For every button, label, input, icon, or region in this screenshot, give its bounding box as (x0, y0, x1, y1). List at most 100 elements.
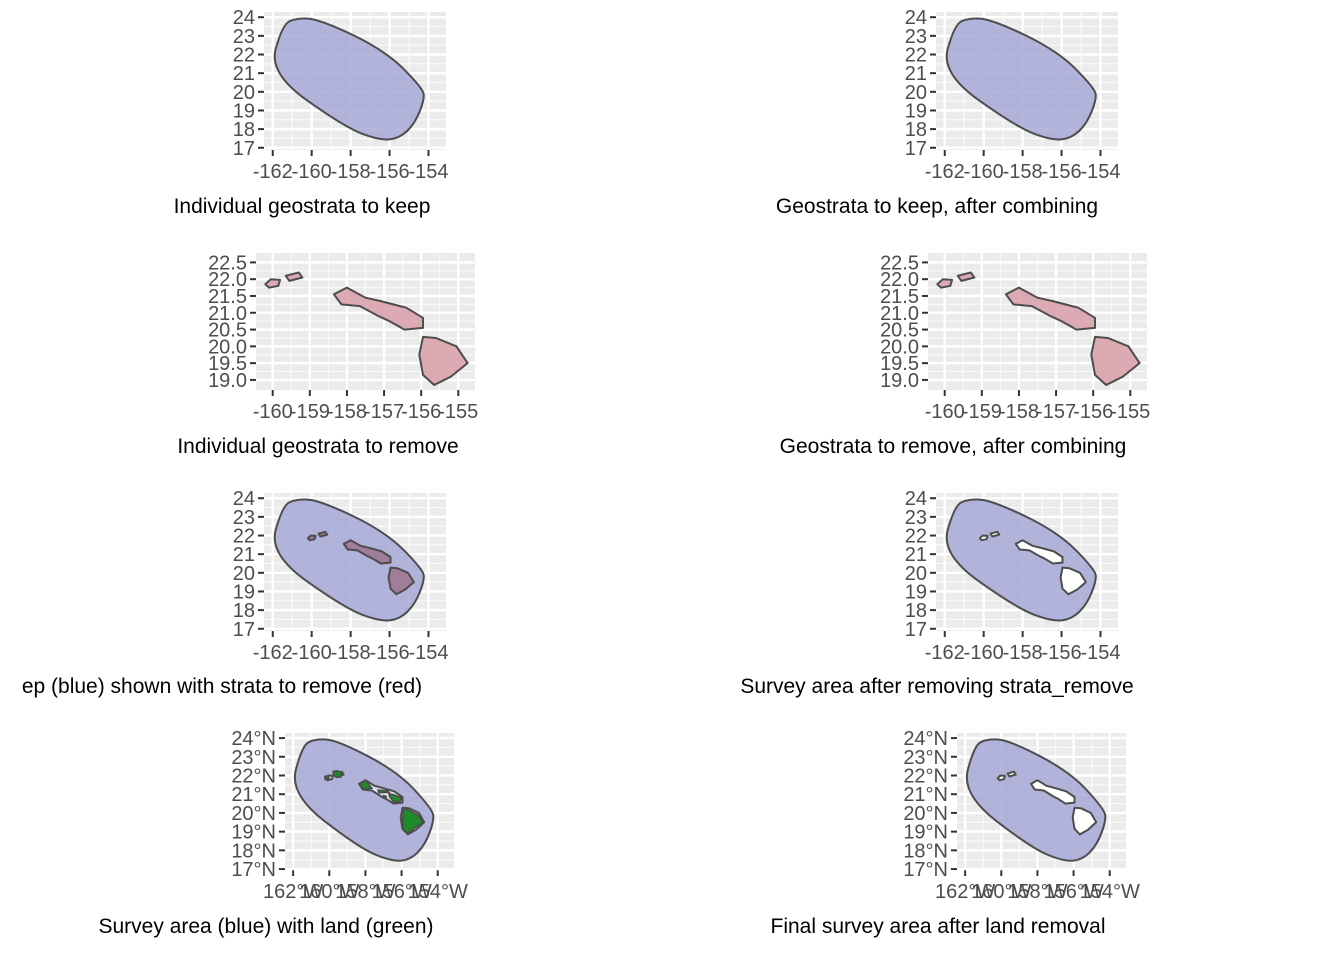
y-tick-label: 23°N (231, 747, 276, 769)
x-tick-label: -156 (1042, 642, 1082, 664)
y-tick-label: 19°N (231, 822, 276, 844)
x-tick-label: -160 (292, 642, 332, 664)
y-tick-label: 23 (233, 507, 255, 529)
x-tick-label: 158°W (335, 881, 395, 903)
panel-caption: Individual geostrata to keep (174, 195, 431, 218)
y-tick-label: 23 (905, 26, 927, 48)
keep-area-polygon (945, 498, 1097, 622)
y-tick-label: 17 (905, 619, 927, 641)
land-hole (1006, 770, 1017, 778)
x-tick-label: -156 (370, 642, 410, 664)
removed-hole (978, 534, 989, 542)
y-tick-label: 20 (905, 82, 927, 104)
chart-panel-3: -160-159-158-157-156-155 19.019.520.020.5… (177, 252, 478, 458)
removed-hole (989, 530, 1001, 538)
y-tick-label: 22.0 (880, 269, 919, 291)
y-tick-label: 24°N (231, 728, 276, 750)
y-tick-label: 20.5 (880, 320, 919, 342)
y-tick-label: 22 (233, 526, 255, 548)
remove-stratum-polygon (1090, 335, 1141, 386)
x-tick-label: 154°W (1080, 881, 1140, 903)
y-tick-label: 19 (233, 100, 255, 122)
x-tick-label: -158 (327, 401, 367, 423)
y-tick-label: 20°N (231, 803, 276, 825)
y-tick-label: 24 (233, 7, 255, 29)
y-tick-label: 22 (233, 45, 255, 67)
y-tick-label: 21.0 (880, 303, 919, 325)
land-polygon (332, 769, 343, 779)
x-tick-label: -158 (1003, 642, 1043, 664)
x-tick-label: 162°W (263, 881, 323, 903)
land-hole (1030, 779, 1076, 805)
y-tick-label: 17°N (903, 859, 948, 881)
y-tick-label: 21 (233, 63, 255, 85)
land-hole (996, 774, 1006, 782)
x-tick-label: 162°W (935, 881, 995, 903)
x-tick-label: -162 (925, 642, 965, 664)
x-tick-label: -160 (292, 161, 332, 183)
y-tick-label: 22.5 (880, 252, 919, 274)
x-tick-label: -157 (1036, 401, 1076, 423)
land-polygon (376, 789, 391, 794)
x-tick-label: -158 (1003, 161, 1043, 183)
y-tick-label: 19 (905, 100, 927, 122)
panel-caption: Survey area after removing strata_remove (740, 675, 1133, 698)
remove-stratum-polygon (387, 566, 415, 596)
y-tick-label: 21 (905, 544, 927, 566)
x-tick-label: -154 (408, 161, 448, 183)
x-tick-label: -162 (253, 642, 293, 664)
remove-stratum-polygon (956, 271, 976, 282)
y-tick-label: 18°N (903, 840, 948, 862)
x-tick-label: -159 (290, 401, 330, 423)
x-tick-label: -160 (253, 401, 293, 423)
land-polygon (401, 807, 425, 835)
removed-hole (1014, 539, 1064, 565)
x-tick-label: 156°W (1043, 881, 1103, 903)
y-tick-label: 19.0 (880, 370, 919, 392)
remove-stratum-polygon (264, 278, 282, 289)
keep-area-polygon (273, 17, 425, 141)
x-tick-label: 160°W (971, 881, 1031, 903)
y-tick-label: 19.0 (208, 370, 247, 392)
y-tick-label: 19.5 (208, 353, 247, 375)
y-tick-label: 22°N (231, 765, 276, 787)
y-tick-label: 18 (905, 600, 927, 622)
y-tick-label: 24 (905, 488, 927, 510)
y-tick-label: 21°N (903, 784, 948, 806)
panel-caption: Final survey area after land removal (771, 915, 1106, 938)
x-tick-label: -158 (331, 642, 371, 664)
land-polygon (382, 794, 388, 800)
y-tick-label: 21 (233, 544, 255, 566)
y-tick-label: 21.5 (880, 286, 919, 308)
y-tick-label: 22.5 (208, 252, 247, 274)
land-hole (1071, 806, 1098, 836)
panel-caption: Geostrata to keep, after combining (776, 195, 1098, 218)
y-tick-label: 20 (233, 563, 255, 585)
x-tick-label: -156 (370, 161, 410, 183)
y-tick-label: 21.5 (208, 286, 247, 308)
x-tick-label: -160 (964, 642, 1004, 664)
removed-hole (1059, 566, 1087, 596)
land-polygon (387, 792, 403, 803)
remove-stratum-polygon (284, 271, 304, 282)
x-tick-label: 156°W (371, 881, 431, 903)
remove-stratum-polygon (332, 286, 424, 331)
x-tick-label: -154 (408, 642, 448, 664)
y-tick-label: 21°N (231, 784, 276, 806)
y-tick-label: 17 (233, 619, 255, 641)
panel-caption: Geostrata to remove, after combining (780, 435, 1127, 458)
y-tick-label: 23 (233, 26, 255, 48)
y-tick-label: 19°N (903, 822, 948, 844)
y-tick-label: 20 (233, 82, 255, 104)
y-tick-label: 17 (233, 138, 255, 160)
keep-area-polygon (945, 17, 1097, 141)
x-tick-label: -154 (1080, 642, 1120, 664)
x-tick-label: -155 (1110, 401, 1150, 423)
remove-stratum-polygon (418, 335, 469, 386)
y-tick-label: 18 (233, 600, 255, 622)
x-tick-label: 154°W (408, 881, 468, 903)
keep-area-polygon (965, 738, 1107, 862)
